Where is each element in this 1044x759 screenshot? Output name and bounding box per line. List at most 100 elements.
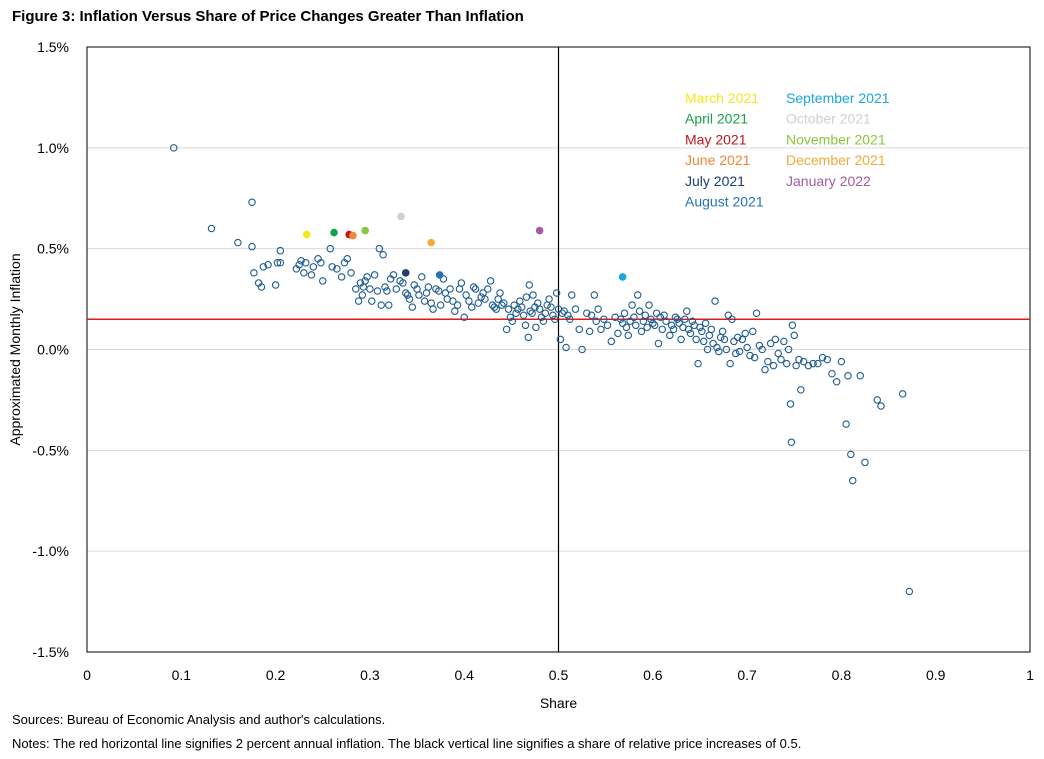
data-point xyxy=(804,361,813,370)
legend-entry: April 2021 xyxy=(685,111,748,127)
data-point xyxy=(583,309,591,317)
x-tick-label: 0.9 xyxy=(926,667,946,683)
data-point xyxy=(532,323,540,332)
data-point xyxy=(352,285,360,293)
data-point xyxy=(257,283,266,291)
data-point xyxy=(405,295,414,303)
data-point xyxy=(528,309,536,317)
data-point xyxy=(645,301,653,309)
data-point xyxy=(650,321,659,330)
sources-note: Sources: Bureau of Economic Analysis and… xyxy=(12,712,386,727)
data-point xyxy=(637,327,646,336)
data-point xyxy=(455,285,464,293)
data-point xyxy=(375,244,384,253)
data-point xyxy=(681,315,689,323)
data-point xyxy=(752,309,761,317)
data-point xyxy=(465,297,473,305)
data-point xyxy=(381,283,389,291)
figure-title: Figure 3: Inflation Versus Share of Pric… xyxy=(12,8,524,25)
data-point xyxy=(774,349,782,358)
data-point xyxy=(746,351,754,360)
data-point xyxy=(545,295,553,303)
data-point xyxy=(905,587,914,596)
data-point xyxy=(517,303,526,311)
data-point xyxy=(777,355,785,364)
data-point xyxy=(662,317,670,326)
y-tick-label: 1.5% xyxy=(37,39,69,55)
y-tick-label: -1.5% xyxy=(32,644,69,660)
data-point xyxy=(539,317,548,326)
data-point xyxy=(508,317,517,326)
data-point xyxy=(673,315,682,323)
data-point xyxy=(248,242,256,251)
data-point xyxy=(521,321,530,330)
highlight-point xyxy=(397,212,405,221)
data-point xyxy=(682,307,691,315)
data-point xyxy=(492,305,501,313)
y-axis-ticks: 1.5% 1.0% 0.5% 0.0% -0.5% -1.0% -1.5% xyxy=(32,39,69,660)
data-point xyxy=(326,244,335,253)
x-tick-label: 0.6 xyxy=(643,667,663,683)
data-point xyxy=(658,325,666,334)
x-tick-label: 0.7 xyxy=(737,667,757,683)
data-point xyxy=(641,311,650,319)
data-point xyxy=(498,301,506,309)
data-point xyxy=(666,331,674,340)
data-point xyxy=(451,307,459,315)
legend-entry: November 2021 xyxy=(786,131,886,147)
data-point xyxy=(385,301,393,309)
highlight-point xyxy=(330,228,338,237)
data-point xyxy=(844,371,852,380)
data-point xyxy=(504,305,513,313)
legend-entry: March 2021 xyxy=(685,90,759,106)
data-point xyxy=(616,315,625,323)
data-point xyxy=(506,313,515,321)
highlight-point xyxy=(435,271,444,279)
data-point xyxy=(741,329,749,338)
data-point xyxy=(632,321,640,330)
data-point xyxy=(696,323,704,332)
data-point xyxy=(276,246,285,255)
highlight-point xyxy=(618,273,627,281)
data-point xyxy=(484,285,492,293)
legend-entry: June 2021 xyxy=(685,152,751,168)
data-point xyxy=(782,359,791,368)
data-point xyxy=(594,305,602,313)
data-point xyxy=(510,301,518,309)
data-point xyxy=(434,287,443,295)
data-point xyxy=(486,277,495,285)
data-point xyxy=(474,299,483,307)
data-point xyxy=(436,301,445,309)
notes-note: Notes: The red horizontal line signifies… xyxy=(12,736,802,751)
data-point xyxy=(614,329,622,338)
data-point xyxy=(618,319,627,328)
data-point xyxy=(799,357,808,366)
data-point xyxy=(383,287,391,295)
data-point xyxy=(549,311,557,319)
data-point xyxy=(722,345,731,354)
data-point xyxy=(529,291,537,299)
data-point xyxy=(749,327,757,336)
data-point xyxy=(418,273,426,281)
data-point xyxy=(526,307,534,315)
data-point xyxy=(786,400,795,408)
data-point xyxy=(607,337,616,346)
x-tick-label: 0 xyxy=(83,667,91,683)
data-point xyxy=(379,250,387,259)
data-point xyxy=(716,333,725,342)
data-point xyxy=(328,263,336,271)
data-point xyxy=(675,319,683,328)
data-point xyxy=(823,355,832,364)
data-point xyxy=(429,305,437,313)
data-point xyxy=(363,273,371,281)
data-point xyxy=(735,347,744,356)
highlight-point xyxy=(361,226,369,235)
data-point xyxy=(703,345,712,354)
data-point xyxy=(389,271,398,279)
y-tick-label: 1.0% xyxy=(37,140,69,156)
data-point xyxy=(738,335,747,344)
data-point xyxy=(401,289,410,297)
data-point xyxy=(624,331,633,340)
data-point xyxy=(271,281,280,289)
